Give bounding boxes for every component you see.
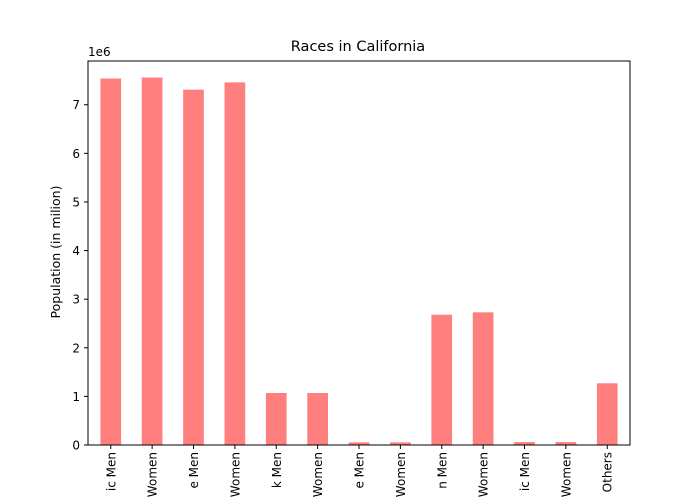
x-tick-label: ic Men: [518, 452, 532, 491]
bar-2: [183, 89, 204, 446]
bar-6: [348, 442, 370, 445]
y-tick-label: 7: [72, 98, 80, 112]
x-tick-label: n Men: [435, 452, 449, 489]
x-tick-label: Women: [311, 452, 325, 497]
y-tick-label: 0: [72, 439, 80, 453]
x-tick-label: ic Men: [104, 452, 118, 491]
plot-frame: [87, 60, 631, 446]
x-tick-label: Others: [601, 452, 615, 492]
x-tick-label: Women: [146, 452, 160, 497]
bar-9: [472, 312, 494, 445]
bars-group: [100, 77, 618, 446]
y-tick-label: 5: [72, 195, 80, 209]
bar-11: [555, 442, 577, 445]
y-tick-label: 4: [72, 244, 80, 258]
x-tick-label: Women: [477, 452, 491, 497]
y-tick-label: 1: [72, 390, 80, 404]
chart-title: Races in California: [291, 39, 425, 55]
x-tick-label: k Men: [270, 452, 284, 488]
bar-10: [514, 442, 535, 445]
y-tick-label: 6: [72, 147, 80, 161]
y-axis-offset-label: 1e6: [88, 45, 111, 59]
bar-3: [224, 82, 246, 445]
y-tick-label: 2: [72, 341, 80, 355]
x-tick-label: Women: [559, 452, 573, 497]
bar-0: [100, 78, 122, 445]
bar-8: [431, 314, 453, 445]
y-tick-label: 3: [72, 293, 80, 307]
bar-5: [307, 392, 328, 445]
y-axis-label: Population (in milion): [48, 186, 63, 319]
bar-4: [265, 392, 287, 445]
bar-1: [141, 77, 163, 445]
x-tick-label: e Men: [187, 452, 201, 489]
y-axis: 0 1 2 3 4 5 6 7: [72, 98, 88, 453]
x-tick-label: Women: [228, 452, 242, 497]
bar-12: [596, 383, 618, 445]
x-tick-label: Women: [394, 452, 408, 497]
x-tick-label: e Men: [353, 452, 367, 489]
x-axis: ic Men Women e Men Women k Men Women e Men Wome…: [104, 445, 615, 497]
bar-7: [390, 442, 411, 445]
